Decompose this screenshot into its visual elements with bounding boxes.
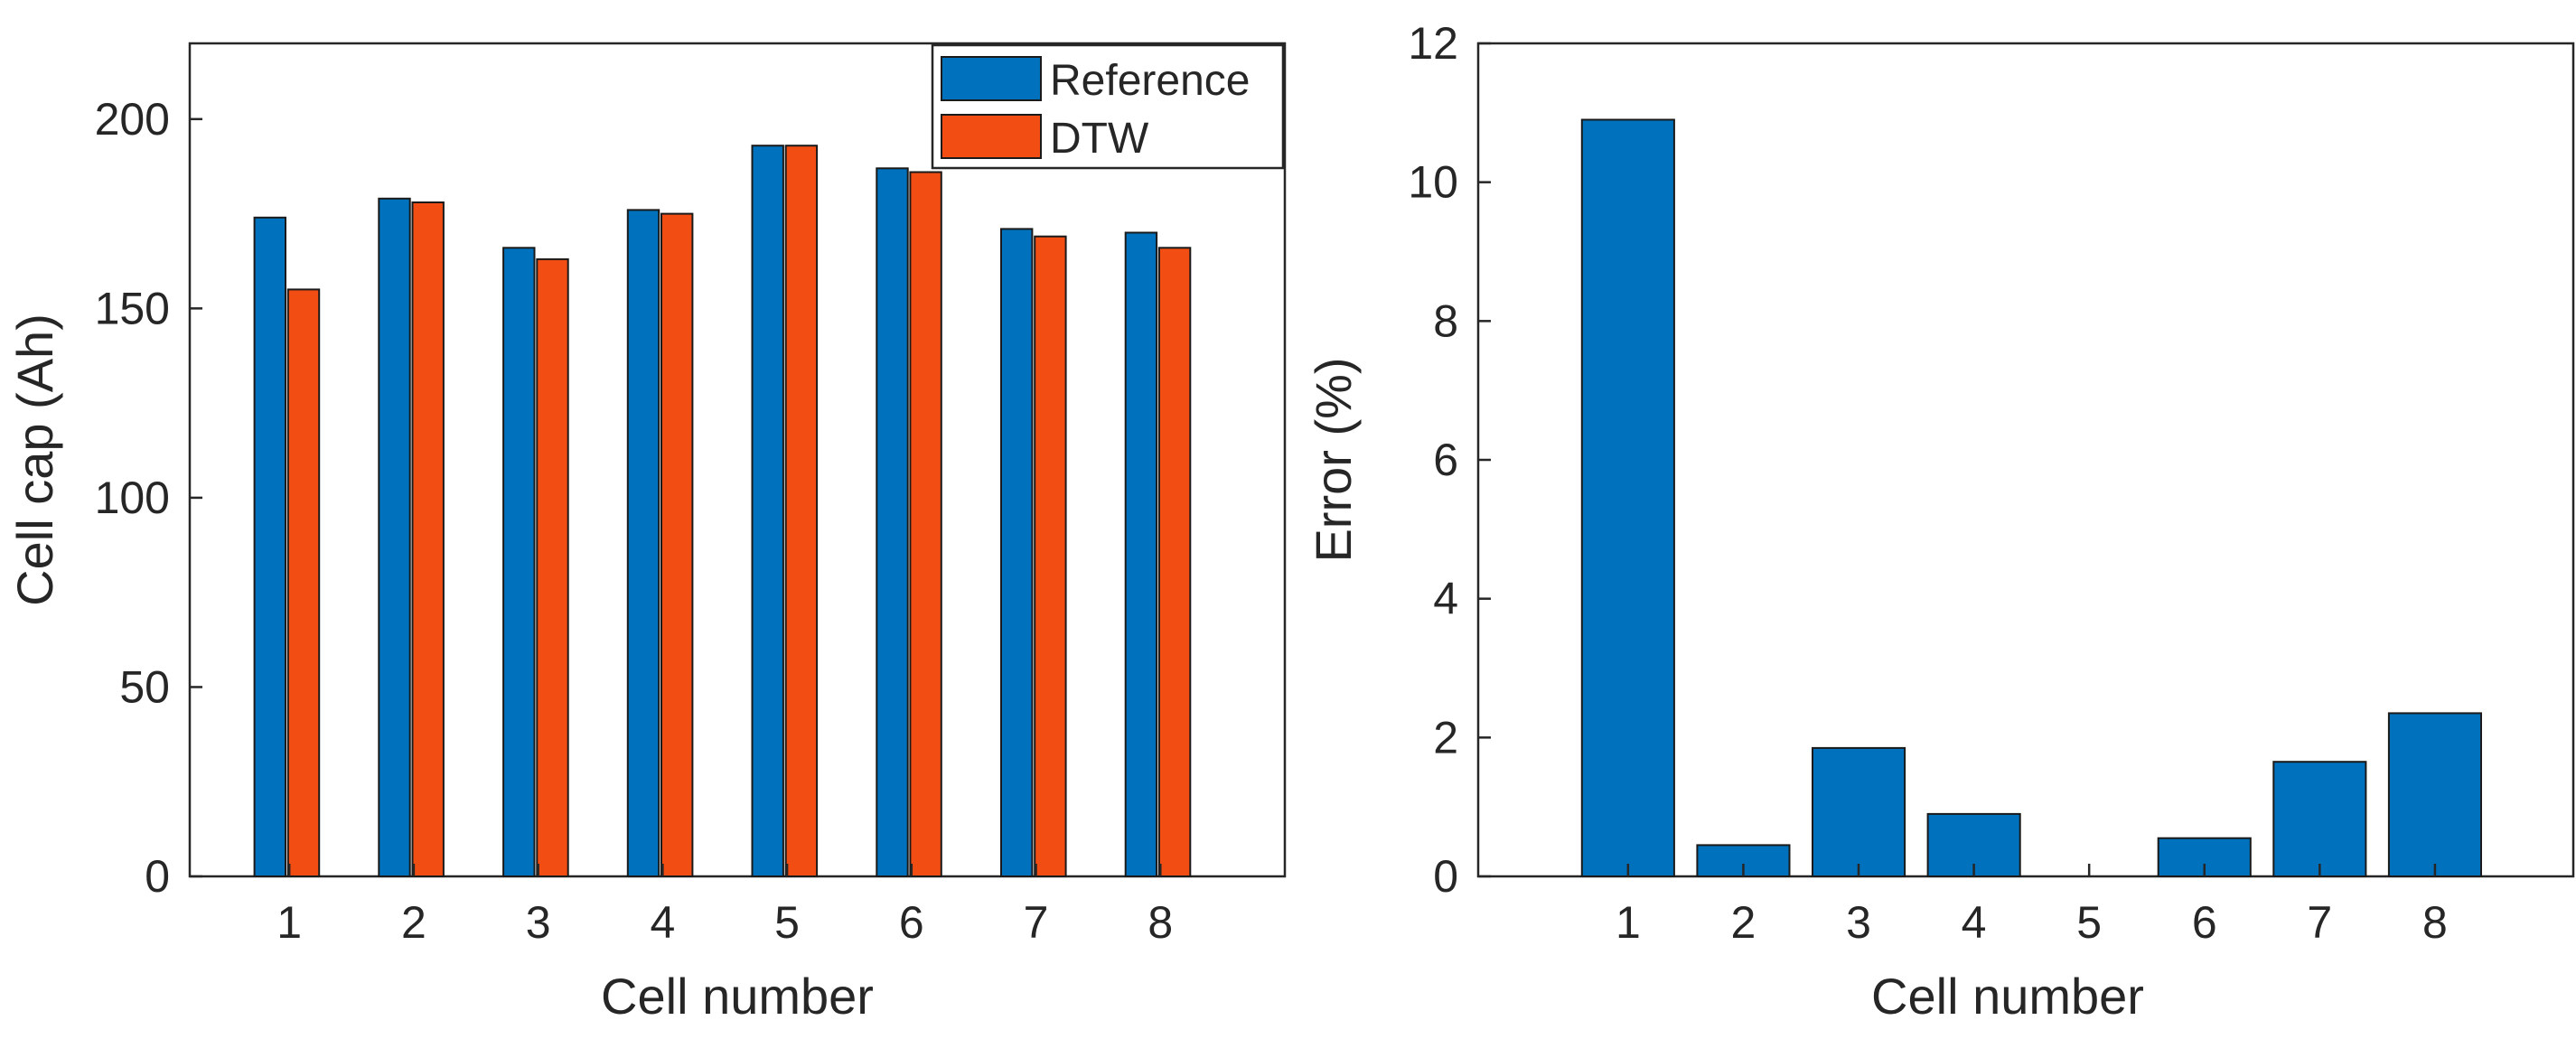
error-y-axis-label: Error (%) <box>1305 357 1362 562</box>
error-y-tick-label-10: 10 <box>1408 157 1458 208</box>
error-bar-error-7 <box>2272 761 2367 878</box>
error-y-tick-label-6: 6 <box>1433 435 1458 485</box>
capacity-x-tick-label-1: 1 <box>276 897 302 948</box>
capacity-bar-reference-4 <box>626 209 660 877</box>
error-bar-error-1 <box>1580 118 1675 877</box>
error-y-tick-label-0: 0 <box>1433 851 1458 902</box>
capacity-x-tick-label-6: 6 <box>899 897 924 948</box>
capacity-bar-reference-8 <box>1124 231 1158 877</box>
capacity-bar-reference-2 <box>378 197 411 878</box>
legend-label-reference: Reference <box>1050 57 1250 105</box>
error-x-tick-label-8: 8 <box>2422 897 2448 948</box>
capacity-bar-dtw-5 <box>784 145 819 877</box>
legend: Reference DTW <box>931 43 1285 170</box>
capacity-chart: 0 50 100 150 200 1 2 3 4 5 6 7 8 Cell number Cell ca… <box>6 42 1287 1025</box>
error-y-tick-label-8: 8 <box>1433 295 1458 346</box>
error-y-tick-label-12: 12 <box>1408 18 1458 69</box>
capacity-x-tick-label-4: 4 <box>650 897 675 948</box>
capacity-y-tick-label-100: 100 <box>95 473 170 523</box>
legend-label-dtw: DTW <box>1050 115 1149 163</box>
error-x-axis-label: Cell number <box>1871 968 2144 1025</box>
capacity-bar-reference-5 <box>751 145 784 877</box>
capacity-y-tick-label-50: 50 <box>119 661 170 712</box>
capacity-plot-area <box>188 42 1287 878</box>
capacity-x-tick-label-5: 5 <box>774 897 800 948</box>
error-bar-error-8 <box>2387 712 2482 878</box>
capacity-bar-dtw-8 <box>1157 247 1192 877</box>
error-x-tick-label-1: 1 <box>1616 897 1641 948</box>
capacity-y-axis-label: Cell cap (Ah) <box>6 314 63 606</box>
capacity-x-axis-label: Cell number <box>601 968 874 1025</box>
capacity-bar-reference-6 <box>876 167 909 878</box>
capacity-bar-dtw-1 <box>286 288 321 877</box>
capacity-x-tick-label-8: 8 <box>1147 897 1173 948</box>
capacity-bar-dtw-2 <box>411 201 445 877</box>
capacity-y-tick-label-200: 200 <box>95 94 170 145</box>
capacity-ticks: 0 50 100 150 200 1 2 3 4 5 6 7 8 <box>95 94 1174 948</box>
legend-swatch-reference <box>941 56 1042 101</box>
error-x-tick-label-3: 3 <box>1846 897 1871 948</box>
error-x-tick-label-2: 2 <box>1731 897 1756 948</box>
legend-swatch-dtw <box>941 114 1042 159</box>
error-y-tick-label-4: 4 <box>1433 574 1458 624</box>
capacity-bar-reference-7 <box>1000 228 1034 877</box>
error-x-tick-label-6: 6 <box>2192 897 2217 948</box>
capacity-y-tick-label-0: 0 <box>145 851 170 902</box>
capacity-bar-reference-3 <box>502 247 536 877</box>
capacity-bar-reference-1 <box>253 216 287 878</box>
capacity-bars <box>253 145 1192 878</box>
capacity-x-tick-label-2: 2 <box>401 897 426 948</box>
capacity-y-tick-label-150: 150 <box>95 283 170 333</box>
error-bar-error-3 <box>1812 746 1906 878</box>
capacity-bar-dtw-6 <box>909 171 942 877</box>
capacity-bar-dtw-3 <box>536 257 569 877</box>
capacity-x-tick-label-7: 7 <box>1024 897 1049 948</box>
error-x-tick-label-7: 7 <box>2307 897 2332 948</box>
error-x-tick-label-5: 5 <box>2076 897 2102 948</box>
capacity-bar-dtw-7 <box>1034 235 1067 877</box>
capacity-bar-dtw-4 <box>660 212 694 878</box>
capacity-x-tick-label-3: 3 <box>526 897 551 948</box>
error-x-tick-label-4: 4 <box>1962 897 1987 948</box>
error-y-tick-label-2: 2 <box>1433 712 1458 763</box>
